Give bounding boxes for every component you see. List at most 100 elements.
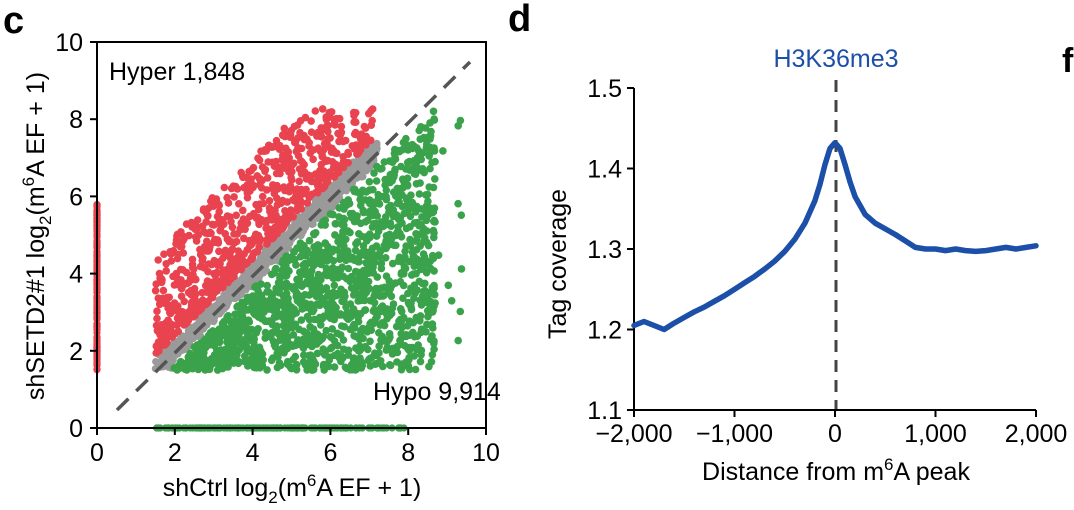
scatter-point xyxy=(399,294,407,303)
scatter-point xyxy=(376,291,384,300)
scatter-point xyxy=(355,279,364,288)
scatter-point xyxy=(273,194,281,202)
scatter-point xyxy=(424,211,433,219)
scatter-point xyxy=(329,163,338,172)
scatter-point xyxy=(410,262,419,271)
scatter-point xyxy=(408,198,417,207)
scatter-point xyxy=(306,302,315,310)
scatter-point xyxy=(371,360,380,369)
scatter-point xyxy=(419,295,427,304)
scatter-point xyxy=(392,241,400,250)
scatter-point xyxy=(396,336,404,345)
scatter-point xyxy=(203,288,211,297)
scatter-point xyxy=(277,164,286,172)
scatter-point xyxy=(276,141,284,150)
scatter-point xyxy=(351,246,360,255)
x-tick-label: 0 xyxy=(828,420,842,448)
scatter-point xyxy=(187,218,196,227)
scatter-point xyxy=(393,348,402,357)
scatter-point xyxy=(293,121,302,129)
scatter-point xyxy=(162,267,170,275)
scatter-point xyxy=(173,338,181,346)
scatter-point xyxy=(426,264,435,273)
scatter-point xyxy=(336,310,345,318)
scatter-point xyxy=(238,298,247,307)
scatter-point xyxy=(162,260,170,268)
scatter-point xyxy=(301,113,310,122)
scatter-point xyxy=(183,279,191,288)
scatter-point xyxy=(335,354,344,362)
scatter-point xyxy=(299,327,308,336)
scatter-point xyxy=(422,191,430,199)
scatter-point xyxy=(317,321,325,329)
scatter-point xyxy=(235,200,243,208)
scatter-point xyxy=(337,122,346,131)
scatter-point xyxy=(239,206,247,215)
scatter-point xyxy=(376,165,385,173)
scatter-point xyxy=(153,314,161,323)
scatter-point xyxy=(426,143,435,152)
scatter-point xyxy=(403,182,412,190)
scatter-point xyxy=(331,220,340,228)
scatter-point xyxy=(324,135,332,143)
scatter-point xyxy=(254,325,262,333)
scatter-point xyxy=(429,183,438,192)
scatter-point xyxy=(340,322,349,331)
scatter-point xyxy=(353,150,362,158)
scatter-point xyxy=(216,295,224,303)
scatter-point xyxy=(389,212,398,221)
scatter-point xyxy=(220,353,228,362)
scatter-point xyxy=(218,319,227,328)
scatter-point xyxy=(282,325,290,334)
scatter-point xyxy=(430,217,438,226)
scatter-point xyxy=(344,315,353,324)
scatter-point xyxy=(366,296,375,305)
scatter-point xyxy=(151,286,160,295)
scatter-point xyxy=(318,294,326,303)
scatter-point xyxy=(359,334,367,343)
scatter-point xyxy=(282,252,291,260)
scatter-point xyxy=(402,134,410,143)
scatter-point xyxy=(289,196,297,204)
scatter-point xyxy=(329,301,338,309)
scatter-point xyxy=(203,277,212,285)
scatter-point xyxy=(284,231,292,239)
scatter-point xyxy=(392,192,400,200)
scatter-point xyxy=(166,309,174,317)
scatter-point xyxy=(376,321,385,329)
scatter-point xyxy=(447,297,456,305)
scatter-point xyxy=(456,307,465,316)
scatter-point xyxy=(252,214,261,222)
scatter-point xyxy=(346,277,354,286)
scatter-point xyxy=(394,227,402,236)
scatter-point xyxy=(330,173,339,181)
scatter-point xyxy=(208,194,217,202)
scatter-point xyxy=(290,305,299,314)
scatter-point xyxy=(387,201,395,210)
x-axis-label: Distance from m6A peak xyxy=(702,455,970,486)
scatter-point xyxy=(368,256,376,265)
scatter-point xyxy=(318,314,327,323)
scatter-point xyxy=(298,251,307,260)
scatter-point xyxy=(386,173,394,181)
scatter-point xyxy=(321,175,330,184)
scatter-point xyxy=(246,241,254,250)
scatter-point xyxy=(207,282,215,291)
x-axis-label: shCtrl log2(m6A EF + 1) xyxy=(163,471,422,507)
scatter-point xyxy=(215,334,224,343)
scatter-point xyxy=(214,360,222,368)
panel-letter-next-fragment: f xyxy=(1062,42,1074,80)
scatter-point xyxy=(192,225,201,234)
scatter-point xyxy=(220,183,229,192)
scatter-point xyxy=(417,220,425,229)
scatter-point xyxy=(247,255,255,263)
scatter-point xyxy=(189,270,197,279)
scatter-point xyxy=(280,124,289,133)
scatter-point xyxy=(454,336,463,345)
scatter-point xyxy=(412,230,420,238)
scatter-point xyxy=(329,147,338,155)
scatter-point xyxy=(359,288,368,296)
scatter-point xyxy=(170,299,179,307)
y-axis-ticks: 0 2 4 6 8 10 xyxy=(55,29,97,443)
scatter-point xyxy=(287,173,295,182)
